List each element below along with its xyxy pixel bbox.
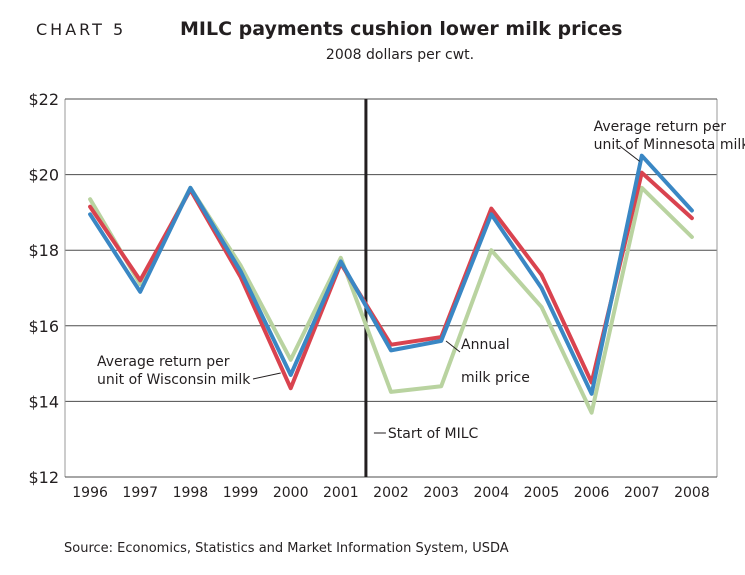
source-note: Source: Economics, Statistics and Market… [64, 541, 509, 556]
y-tick-label: $22 [28, 90, 59, 109]
y-tick-label: $18 [28, 241, 59, 260]
annotation-minnesota-leader [619, 145, 641, 162]
x-tick-label: 1999 [223, 485, 259, 501]
chart-number-label: CHART 5 [36, 20, 127, 39]
x-tick-label: 1997 [122, 485, 158, 501]
x-tick-label: 2006 [574, 485, 610, 501]
x-tick-label: 2008 [674, 485, 710, 501]
series-line-minnesota [88, 153, 694, 396]
x-tick-label: 2001 [323, 485, 359, 501]
x-tick-label: 1998 [173, 485, 209, 501]
y-tick-label: $16 [28, 317, 59, 336]
chart-subtitle: 2008 dollars per cwt. [325, 47, 475, 63]
annotation-annual-line2: milk price [461, 370, 530, 386]
annotation-minnesota-line2: unit of Minnesota milk [594, 137, 745, 153]
annotation-wisconsin-line2: unit of Wisconsin milk [97, 372, 251, 388]
annotation-annual-line1: Annual [461, 337, 510, 353]
x-tick-label: 2005 [524, 485, 560, 501]
x-tick-label: 1996 [72, 485, 108, 501]
x-tick-label: 2002 [373, 485, 409, 501]
y-tick-label: $12 [28, 468, 59, 487]
annotation-wisconsin-line1: Average return per [97, 354, 230, 370]
annotation-minnesota-line1: Average return per [594, 119, 727, 135]
x-tick-label: 2007 [624, 485, 660, 501]
y-tick-label: $14 [28, 392, 59, 411]
annotation-wisconsin-leader [252, 372, 281, 380]
chart-title: MILC payments cushion lower milk prices [180, 18, 623, 40]
x-tick-label: 2000 [273, 485, 309, 501]
y-tick-label: $20 [28, 166, 59, 185]
x-tick-label: 2003 [423, 485, 459, 501]
x-tick-label: 2004 [473, 485, 509, 501]
annotation-milc-label: Start of MILC [388, 426, 479, 442]
annotation-annual-leader [445, 340, 461, 353]
